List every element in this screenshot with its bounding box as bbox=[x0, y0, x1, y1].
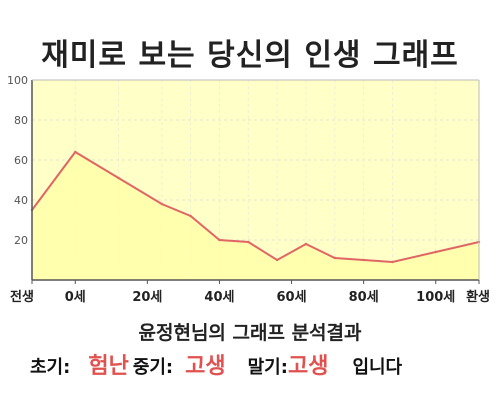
data-point bbox=[362, 258, 365, 262]
x-tick-label: 100세 bbox=[416, 290, 455, 305]
data-point bbox=[74, 150, 77, 154]
late-label: 말기: bbox=[247, 357, 288, 378]
series-line bbox=[31, 150, 480, 264]
area-fill bbox=[32, 152, 479, 280]
life-graph-chart: 20 40 60 80 100 전생 0세 20세 40세 60세 80세 100세 환생 bbox=[7, 74, 490, 305]
x-tick-label: 80세 bbox=[349, 290, 379, 305]
x-tick-label: 60세 bbox=[277, 290, 307, 305]
early-value: 험난 bbox=[88, 354, 129, 379]
data-point bbox=[247, 240, 250, 244]
label-layer: 20 40 60 80 100 전생 0세 20세 40세 60세 80세 100세 환생 bbox=[7, 74, 490, 305]
x-tick-label: 환생 bbox=[466, 289, 490, 305]
analysis-result: 초기: 험난 중기: 고생 말기: 고생 입니다 bbox=[30, 348, 402, 380]
data-point bbox=[117, 176, 120, 180]
y-tick-label: 60 bbox=[14, 154, 28, 167]
x-tick-label: 0세 bbox=[65, 290, 86, 305]
result-suffix: 입니다 bbox=[352, 357, 403, 378]
late-value: 고생 bbox=[287, 354, 329, 379]
y-tick-label: 80 bbox=[14, 114, 28, 127]
middle-label: 중기: bbox=[132, 357, 174, 378]
y-tick-label: 100 bbox=[7, 74, 28, 87]
analysis-heading: 윤정현님의 그래프 분석결과 bbox=[138, 322, 362, 344]
data-point bbox=[189, 214, 192, 218]
data-point bbox=[434, 250, 437, 254]
data-point bbox=[275, 258, 279, 262]
data-point bbox=[218, 238, 221, 242]
area-layer bbox=[30, 150, 481, 280]
middle-value: 고생 bbox=[185, 354, 226, 379]
data-point bbox=[160, 202, 163, 206]
early-label: 초기: bbox=[30, 357, 71, 378]
data-point bbox=[391, 260, 394, 264]
data-point bbox=[333, 256, 337, 260]
data-point bbox=[304, 242, 308, 246]
x-tick-label: 20세 bbox=[132, 290, 162, 305]
x-tick-label: 40세 bbox=[204, 290, 234, 305]
axis-layer bbox=[31, 79, 480, 284]
y-tick-label: 40 bbox=[14, 194, 28, 207]
chart-title: 재미로 보는 당신의 인생 그래프 bbox=[41, 38, 459, 73]
x-tick-label: 전생 bbox=[10, 289, 34, 305]
y-tick-label: 20 bbox=[14, 234, 28, 247]
